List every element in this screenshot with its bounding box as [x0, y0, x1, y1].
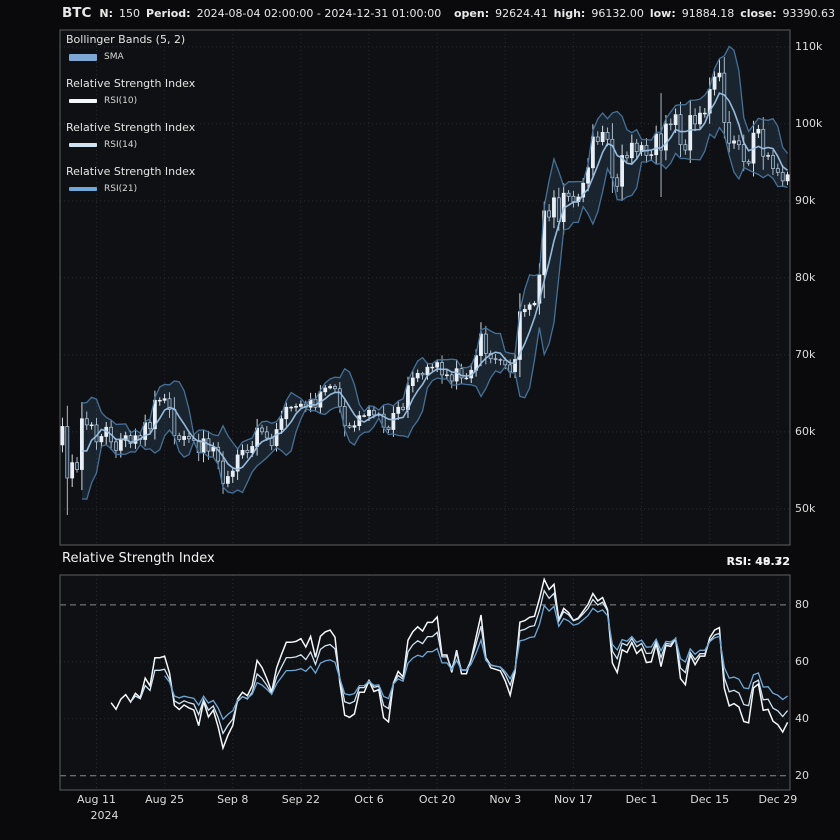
- rsi-value: RSI: 48.32: [726, 555, 790, 568]
- price-axis-label: 110k: [795, 39, 823, 53]
- price-axis-label: 70k: [795, 347, 816, 361]
- date-axis-label: Sep 22: [281, 793, 320, 806]
- legend-sublabel: RSI(10): [104, 96, 138, 106]
- rsi-panel-title: Relative Strength Index: [62, 551, 215, 566]
- legend-item[interactable]: SMA: [69, 52, 195, 62]
- date-axis-year-label: 2024: [90, 809, 119, 822]
- date-axis-label: Nov 3: [489, 793, 522, 806]
- price-axis-label: 90k: [795, 193, 816, 207]
- legend-sublabel: RSI(14): [104, 140, 138, 150]
- legend-swatch-icon: [69, 187, 97, 191]
- legend-item-title: Bollinger Bands (5, 2): [66, 33, 186, 46]
- legend-swatch-icon: [69, 53, 97, 61]
- date-axis-label: Aug 25: [145, 793, 185, 806]
- header-left: BTC N: 150 Period: 2024-08-04 02:00:00 -…: [62, 5, 441, 21]
- date-axis-label: Dec 15: [690, 793, 730, 806]
- close-value: 93390.63: [782, 7, 836, 20]
- legend-item[interactable]: RSI(14): [69, 140, 195, 150]
- legend-sublabel: SMA: [104, 52, 124, 62]
- legend-swatch-icon: [69, 99, 97, 103]
- n-value: 150: [119, 7, 141, 20]
- legend-item-title: Relative Strength Index: [66, 121, 196, 134]
- low-value: 91884.18: [681, 7, 735, 20]
- open-label: open:: [454, 7, 490, 20]
- close-label: close:: [740, 7, 777, 20]
- date-axis-label: Aug 11: [77, 793, 116, 806]
- rsi-axis-label: 20: [795, 768, 809, 782]
- date-axis-label: Oct 6: [354, 793, 384, 806]
- date-axis-label: Dec 1: [625, 793, 658, 806]
- open-value: 92624.41: [495, 7, 548, 20]
- date-axis-label: Nov 17: [553, 793, 593, 806]
- rsi-value-readout: RSI: 49.72 RSI: 48.32: [650, 555, 790, 571]
- price-axis-label: 60k: [795, 424, 816, 438]
- symbol-label: BTC: [62, 5, 92, 21]
- period-label: Period:: [146, 7, 191, 20]
- rsi-axis-label: 60: [795, 654, 809, 668]
- legend-item-title: Relative Strength Index: [66, 165, 196, 178]
- high-value: 96132.00: [591, 7, 644, 20]
- price-axis-label: 50k: [795, 501, 816, 515]
- high-label: high:: [553, 7, 586, 20]
- rsi-value: RSI: 49.72: [726, 555, 790, 568]
- legend-item[interactable]: RSI(10): [69, 96, 195, 106]
- date-axis-label: Dec 29: [758, 793, 798, 806]
- date-axis-label: Sep 8: [217, 793, 249, 806]
- chart-header: BTC N: 150 Period: 2024-08-04 02:00:00 -…: [62, 5, 835, 21]
- rsi-axis-label: 40: [795, 711, 809, 725]
- price-axis-label: 100k: [795, 116, 823, 130]
- price-axis-label: 80k: [795, 270, 816, 284]
- date-axis-label: Oct 20: [418, 793, 456, 806]
- period-value: 2024-08-04 02:00:00 - 2024-12-31 01:00:0…: [196, 7, 442, 20]
- low-label: low:: [649, 7, 676, 20]
- legend-item[interactable]: RSI(21): [69, 184, 195, 194]
- legend-item-title: Relative Strength Index: [66, 77, 196, 90]
- header-ohlc: open: 92624.41 high: 96132.00 low: 91884…: [454, 7, 835, 20]
- legend: Bollinger Bands (5, 2) SMA Relative Streng…: [66, 33, 195, 194]
- rsi-axis-label: 80: [795, 597, 809, 611]
- legend-swatch-icon: [69, 143, 97, 147]
- legend-sublabel: RSI(21): [104, 184, 138, 194]
- n-label: N:: [99, 7, 114, 20]
